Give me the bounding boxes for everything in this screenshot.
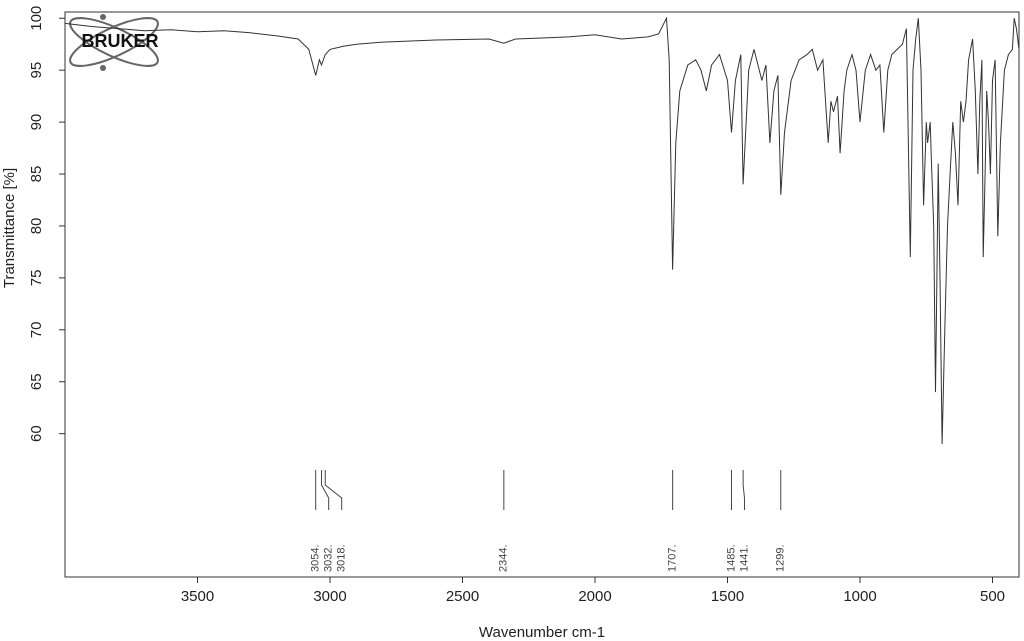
plot-frame xyxy=(64,11,1020,578)
logo-text: BRUKER xyxy=(81,31,158,51)
x-tick-label: 1000 xyxy=(843,588,876,605)
peak-label: 3054. xyxy=(310,544,322,572)
y-tick-label: 60 xyxy=(28,425,45,442)
y-tick-label: 90 xyxy=(28,114,45,131)
y-axis-label: Transmittance [%] xyxy=(1,168,18,288)
peak-label: 3018. xyxy=(336,544,348,572)
peak-label: 1707. xyxy=(667,544,679,572)
logo: BRUKER xyxy=(69,14,159,71)
x-tick-label: 3000 xyxy=(313,588,346,605)
y-tick-label: 95 xyxy=(28,62,45,79)
peak-marker xyxy=(324,470,343,510)
y-tick-label: 75 xyxy=(28,270,45,287)
y-tick-label: 85 xyxy=(28,166,45,183)
peak-label: 3032. xyxy=(323,544,335,572)
x-tick-label: 1500 xyxy=(711,588,744,605)
y-tick-label: 65 xyxy=(28,373,45,390)
peak-label: 1485. xyxy=(725,544,737,572)
peak-label: 2344. xyxy=(498,544,510,572)
y-tick-label: 70 xyxy=(28,321,45,338)
y-tick-label: 80 xyxy=(28,218,45,235)
x-tick-label: 3500 xyxy=(181,588,214,605)
spectrum-line xyxy=(64,16,1020,445)
peak-marker xyxy=(321,470,330,510)
peak-label: 1441. xyxy=(738,544,750,572)
peak-marker xyxy=(742,470,745,510)
x-tick-label: 2500 xyxy=(446,588,479,605)
y-tick-label: 100 xyxy=(28,6,45,31)
x-tick-label: 500 xyxy=(980,588,1005,605)
peak-label: 1299. xyxy=(775,544,787,572)
x-tick-label: 2000 xyxy=(578,588,611,605)
x-axis-label: Wavenumber cm-1 xyxy=(479,624,605,641)
